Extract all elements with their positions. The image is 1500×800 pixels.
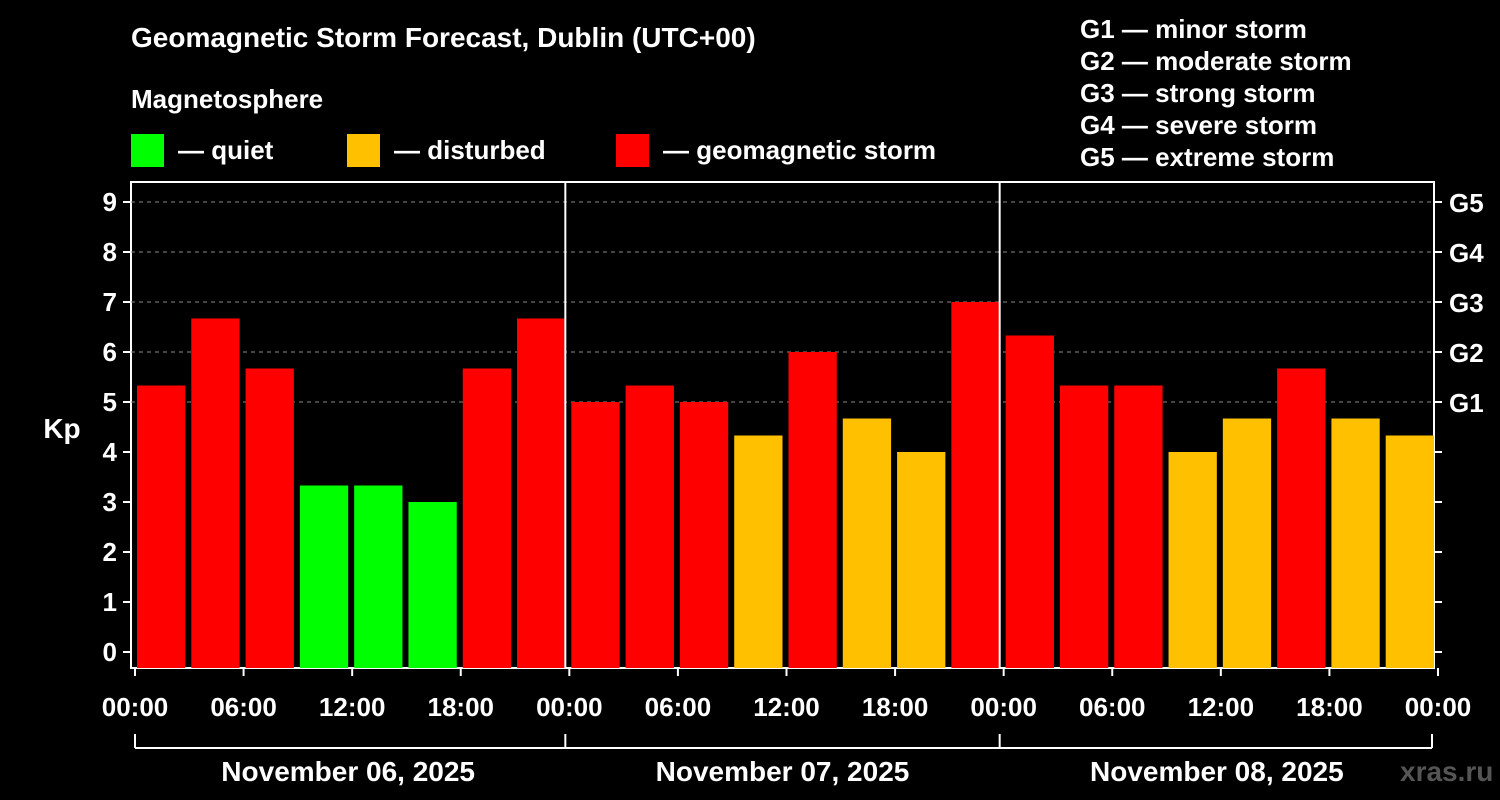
chart-title: Geomagnetic Storm Forecast, Dublin (UTC+… bbox=[131, 22, 756, 53]
bar-0 bbox=[137, 385, 186, 668]
bar-23 bbox=[1385, 435, 1434, 668]
storm-level-g4: G4 — severe storm bbox=[1080, 110, 1318, 140]
bar-18 bbox=[1114, 385, 1163, 668]
legend-swatch-disturbed bbox=[347, 133, 380, 167]
y-tick-label-9: 9 bbox=[103, 187, 117, 217]
bar-22 bbox=[1331, 418, 1380, 668]
x-tick-label-4: 00:00 bbox=[536, 692, 603, 722]
storm-level-g3: G3 — strong storm bbox=[1080, 78, 1316, 108]
day-label-2: November 08, 2025 bbox=[1090, 756, 1344, 787]
bar-10 bbox=[679, 402, 729, 668]
y-tick-label-3: 3 bbox=[103, 487, 117, 517]
bar-2 bbox=[245, 368, 294, 668]
bar-13 bbox=[842, 418, 892, 668]
x-tick-label-12: 00:00 bbox=[1405, 692, 1472, 722]
right-tick-label-g5: G5 bbox=[1449, 188, 1484, 218]
right-tick-label-g1: G1 bbox=[1449, 388, 1484, 418]
x-tick-label-6: 12:00 bbox=[753, 692, 820, 722]
y-tick-label-0: 0 bbox=[103, 637, 117, 667]
legend-label-quiet: — quiet bbox=[178, 134, 274, 165]
x-tick-label-0: 00:00 bbox=[102, 692, 169, 722]
bar-7 bbox=[517, 318, 566, 668]
bar-19 bbox=[1168, 452, 1217, 668]
bar-12 bbox=[788, 352, 837, 668]
legend-label-disturbed: — disturbed bbox=[394, 134, 546, 165]
y-tick-label-1: 1 bbox=[103, 587, 117, 617]
x-tick-label-5: 06:00 bbox=[645, 692, 712, 722]
bar-15 bbox=[951, 302, 1000, 668]
bar-16 bbox=[1005, 335, 1054, 668]
legend-item-disturbed: — disturbed bbox=[347, 133, 546, 167]
storm-level-g5: G5 — extreme storm bbox=[1080, 142, 1335, 172]
bar-9 bbox=[625, 385, 674, 668]
y-tick-label-8: 8 bbox=[103, 237, 117, 267]
y-tick-label-7: 7 bbox=[103, 287, 117, 317]
bar-20 bbox=[1222, 418, 1272, 668]
right-tick-label-g4: G4 bbox=[1449, 238, 1484, 268]
y-tick-label-6: 6 bbox=[103, 337, 117, 367]
x-tick-label-7: 18:00 bbox=[862, 692, 929, 722]
legend-swatch-quiet bbox=[131, 133, 164, 167]
legend-item-storm: — geomagnetic storm bbox=[616, 133, 936, 167]
bar-1 bbox=[191, 318, 240, 668]
legend-item-quiet: — quiet bbox=[131, 133, 273, 167]
bar-14 bbox=[897, 452, 946, 668]
watermark: xras.ru bbox=[1400, 756, 1494, 787]
storm-level-g2: G2 — moderate storm bbox=[1080, 46, 1352, 76]
day-label-1: November 07, 2025 bbox=[656, 756, 910, 787]
bar-3 bbox=[299, 485, 349, 668]
right-tick-label-g3: G3 bbox=[1449, 288, 1484, 318]
bar-6 bbox=[462, 368, 512, 668]
y-axis-label: Kp bbox=[43, 413, 80, 444]
bar-17 bbox=[1059, 385, 1109, 668]
legend-title: Magnetosphere bbox=[131, 84, 324, 114]
y-tick-label-4: 4 bbox=[103, 437, 118, 467]
x-tick-label-11: 18:00 bbox=[1296, 692, 1363, 722]
right-tick-label-g2: G2 bbox=[1449, 338, 1484, 368]
legend-swatch-storm bbox=[616, 133, 649, 167]
storm-levels-legend: G1 — minor storm G2 — moderate storm G3 … bbox=[1080, 13, 1352, 173]
storm-level-g1: G1 — minor storm bbox=[1080, 14, 1307, 44]
bar-5 bbox=[408, 502, 457, 668]
x-tick-label-1: 06:00 bbox=[210, 692, 277, 722]
x-tick-label-9: 06:00 bbox=[1079, 692, 1146, 722]
x-tick-label-10: 12:00 bbox=[1188, 692, 1255, 722]
legend-label-storm: — geomagnetic storm bbox=[663, 134, 937, 165]
bar-21 bbox=[1277, 368, 1326, 668]
y-tick-label-5: 5 bbox=[103, 387, 117, 417]
bar-8 bbox=[571, 402, 620, 668]
y-tick-label-2: 2 bbox=[103, 537, 117, 567]
bar-4 bbox=[354, 485, 403, 668]
x-tick-label-3: 18:00 bbox=[428, 692, 495, 722]
day-label-0: November 06, 2025 bbox=[221, 756, 475, 787]
x-tick-label-8: 00:00 bbox=[970, 692, 1037, 722]
bar-11 bbox=[734, 435, 783, 668]
x-tick-label-2: 12:00 bbox=[319, 692, 386, 722]
